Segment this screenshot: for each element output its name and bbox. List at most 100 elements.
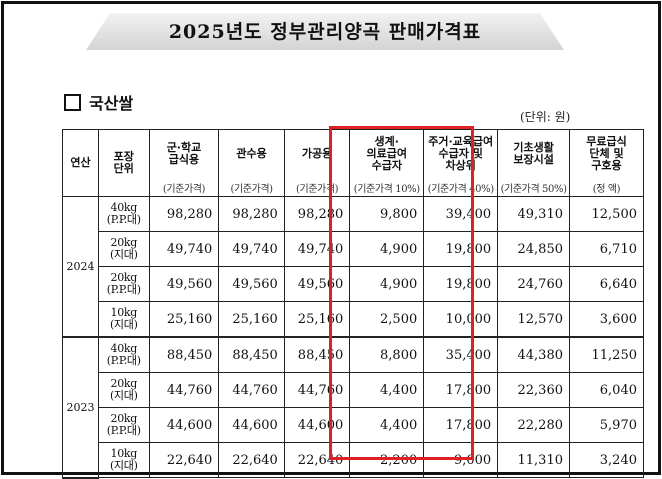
- header-sub-label: (기준가격): [283, 178, 351, 197]
- package-cell: 20kg (지대): [97, 231, 150, 267]
- unit-label: (단위: 원): [520, 110, 571, 124]
- price-cell: 5,970: [569, 407, 644, 443]
- header-sub-label: (기준가격): [148, 178, 220, 197]
- table-row: 10kg (지대) 25,160 25,160 25,160 2,500 10,0…: [63, 301, 644, 338]
- header-line: 단체 및: [589, 147, 624, 160]
- price-cell: 44,600: [283, 407, 351, 443]
- package-cell: 20kg (P.P.대): [97, 266, 150, 302]
- table-row: 2024 40kg (P.P.대) 98,280 98,280 98,280 9,…: [62, 196, 644, 338]
- price-cell: 6,710: [569, 231, 644, 267]
- price-cell: 44,600: [218, 407, 285, 443]
- price-cell: 17,800: [423, 372, 499, 408]
- header-year: 연산: [62, 129, 99, 197]
- price-cell: 4,900: [349, 231, 425, 267]
- price-cell: 24,760: [497, 266, 570, 302]
- package-line: 20kg: [110, 412, 138, 425]
- price-cell: 6,640: [569, 266, 644, 302]
- price-cell: 2,200: [349, 442, 425, 478]
- package-line: 10kg: [110, 306, 138, 319]
- section-title: 국산쌀: [89, 94, 134, 113]
- price-cell: 49,560: [218, 266, 285, 302]
- package-line: 20kg: [110, 377, 138, 390]
- table-row: 20kg (P.P.대) 44,600 44,600 44,600 4,400 1…: [63, 407, 644, 443]
- price-cell: 9,800: [349, 196, 425, 232]
- price-cell: 88,450: [218, 336, 285, 373]
- table-row: 20kg (P.P.대) 49,560 49,560 49,560 4,900 1…: [63, 266, 644, 302]
- table-row: 2023 40kg (P.P.대) 88,450 88,450 88,450 8,…: [62, 336, 644, 479]
- price-cell: 39,400: [423, 196, 499, 232]
- header-processing: 가공용: [283, 129, 351, 178]
- price-cell: 44,760: [148, 372, 220, 408]
- price-cell: 44,380: [497, 336, 570, 373]
- package-cell: 20kg (지대): [97, 372, 150, 408]
- package-line: 20kg: [110, 236, 138, 249]
- package-line: (P.P.대): [106, 283, 141, 296]
- price-cell: 49,740: [218, 231, 285, 267]
- price-cell: 49,740: [283, 231, 351, 267]
- table-row: 10kg (지대) 22,640 22,640 22,640 2,200 9,00…: [63, 442, 644, 478]
- price-cell: 98,280: [283, 196, 351, 232]
- price-cell: 11,310: [497, 442, 570, 478]
- header-sub-label: (기준가격): [218, 178, 285, 197]
- page-title: 2025년도 정부관리양곡 판매가격표: [168, 21, 482, 43]
- price-cell: 44,600: [148, 407, 220, 443]
- price-cell: 2,500: [349, 301, 425, 338]
- price-cell: 35,400: [423, 336, 499, 373]
- price-cell: 22,640: [148, 442, 220, 478]
- package-cell: 40kg (P.P.대): [97, 196, 150, 232]
- header-free-meal: 무료급식 단체 및 구호용: [569, 129, 644, 178]
- package-line: 10kg: [110, 447, 138, 460]
- header-sub-label: (기준가격 50%): [497, 178, 570, 197]
- package-cell: 10kg (지대): [97, 301, 150, 338]
- price-cell: 3,240: [569, 442, 644, 478]
- package-line: 40kg: [110, 342, 138, 355]
- header-line: 군·학교: [166, 141, 202, 154]
- package-cell: 10kg (지대): [97, 442, 150, 478]
- price-cell: 25,160: [218, 301, 285, 338]
- header-line: 수급자: [371, 159, 402, 172]
- header-government: 관수용: [218, 129, 285, 178]
- package-line: (P.P.대): [106, 424, 141, 437]
- square-bullet-icon: [64, 93, 81, 111]
- price-cell: 25,160: [148, 301, 220, 338]
- price-cell: 6,040: [569, 372, 644, 408]
- price-cell: 88,450: [283, 336, 351, 373]
- package-line: 20kg: [110, 271, 138, 284]
- price-cell: 22,640: [218, 442, 285, 478]
- price-cell: 49,740: [148, 231, 220, 267]
- header-line: 관수용: [236, 147, 267, 160]
- price-cell: 25,160: [283, 301, 351, 338]
- package-line: (P.P.대): [106, 213, 141, 226]
- header-line: 구호용: [591, 159, 622, 172]
- header-line: 급식용: [168, 153, 200, 166]
- header-military-school: 군·학교 급식용: [148, 129, 220, 178]
- price-cell: 88,450: [148, 336, 220, 373]
- price-cell: 4,400: [349, 407, 425, 443]
- header-package: 포장 단위: [97, 129, 150, 197]
- price-table: 연산 포장 단위 군·학교 급식용 관수용 가공용 생계· 의료급여 수급자 주…: [62, 129, 644, 479]
- price-cell: 98,280: [148, 196, 220, 232]
- package-cell: 40kg (P.P.대): [97, 336, 150, 373]
- year-cell: 2024: [62, 196, 99, 338]
- price-cell: 22,640: [283, 442, 351, 478]
- header-line: 기초생활: [513, 141, 554, 154]
- title-banner: [86, 13, 564, 50]
- header-line: 생계·: [374, 135, 399, 148]
- price-cell: 49,560: [148, 266, 220, 302]
- price-cell: 4,900: [349, 266, 425, 302]
- price-cell: 24,850: [497, 231, 570, 267]
- price-cell: 17,800: [423, 407, 499, 443]
- header-line: 주거·교육급여: [428, 135, 494, 148]
- price-cell: 12,500: [569, 196, 644, 232]
- table-row: 20kg (지대) 49,740 49,740 49,740 4,900 19,8…: [63, 231, 644, 267]
- header-line: 차상위: [445, 159, 476, 172]
- price-cell: 44,760: [283, 372, 351, 408]
- price-cell: 11,250: [569, 336, 644, 373]
- section-heading: 국산쌀: [64, 90, 133, 114]
- price-cell: 12,570: [497, 301, 570, 338]
- header-line: 보장시설: [513, 153, 554, 166]
- price-cell: 49,560: [283, 266, 351, 302]
- table-row: 20kg (지대) 44,760 44,760 44,760 4,400 17,8…: [63, 372, 644, 408]
- year-cell: 2023: [62, 336, 99, 479]
- package-line: (지대): [109, 248, 138, 261]
